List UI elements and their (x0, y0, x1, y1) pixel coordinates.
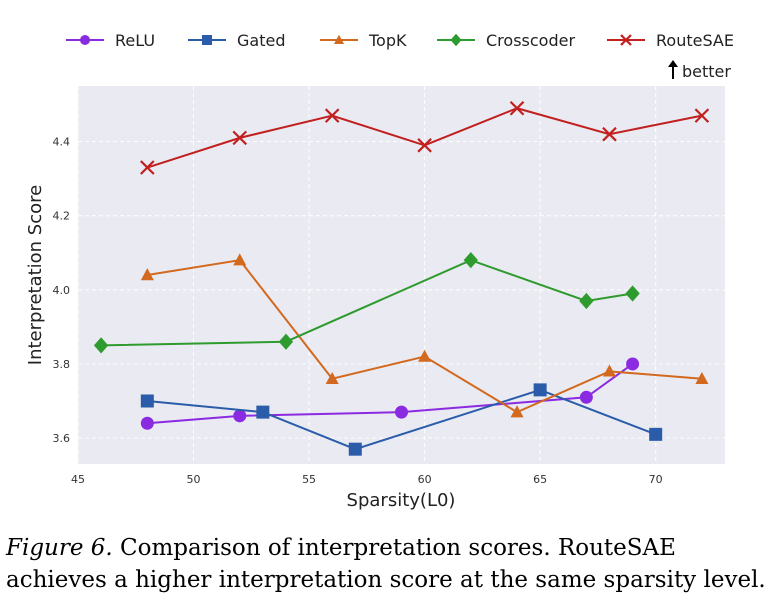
plot-area (78, 86, 725, 464)
data-point-triangle (695, 371, 709, 384)
data-point-diamond (463, 252, 478, 269)
data-point-triangle (233, 253, 247, 266)
series-crosscoder (93, 252, 640, 354)
figure-caption: Figure 6. Comparison of interpretation s… (6, 532, 776, 596)
x-tick-label: 50 (187, 473, 201, 486)
legend-marker (80, 35, 90, 45)
data-point-triangle (325, 371, 339, 384)
legend-marker (334, 34, 344, 44)
data-point-circle (395, 405, 408, 419)
legend-marker (450, 33, 462, 47)
data-point-triangle (140, 268, 154, 281)
series-layer (93, 100, 710, 456)
x-tick-label: 45 (71, 473, 85, 486)
y-tick-label: 3.8 (53, 358, 71, 371)
x-tick-label: 55 (302, 473, 316, 486)
legend-item-topk: TopK (320, 31, 407, 50)
data-point-diamond (579, 292, 594, 310)
x-tick-label: 60 (418, 473, 432, 486)
legend: ReLU Gated TopK Crosscoder RouteSAE (66, 31, 734, 50)
up-arrow-head-icon (668, 60, 678, 67)
data-point-diamond (93, 337, 109, 354)
grid (77, 86, 725, 464)
legend-item-crosscoder: Crosscoder (437, 31, 575, 50)
data-point-x (509, 100, 525, 116)
better-label: better (682, 62, 731, 81)
legend-marker (202, 35, 212, 45)
data-point-circle (626, 357, 640, 371)
legend-marker (620, 34, 632, 46)
legend-item-relu: ReLU (66, 31, 155, 50)
caption-text: Comparison of interpretation scores. Rou… (6, 535, 766, 593)
data-point-square (533, 383, 547, 397)
data-point-diamond (625, 285, 640, 302)
data-point-x (140, 160, 155, 175)
legend-item-gated: Gated (188, 31, 285, 50)
data-point-x (232, 130, 248, 146)
series-topk (140, 253, 709, 418)
series-routesae (140, 100, 710, 175)
data-point-circle (233, 409, 247, 423)
legend-label: ReLU (115, 31, 155, 50)
legend-label: TopK (368, 31, 407, 50)
data-point-x (324, 108, 340, 123)
x-tick-label: 70 (649, 473, 663, 486)
y-tick-label: 4.4 (53, 136, 71, 149)
data-point-circle (579, 390, 593, 404)
better-annotation: better (668, 60, 731, 81)
data-point-triangle (510, 405, 524, 418)
data-point-x (694, 108, 710, 123)
legend-label: Crosscoder (486, 31, 575, 50)
data-point-square (140, 394, 154, 408)
data-point-x (417, 138, 432, 153)
data-point-square (348, 442, 362, 456)
series-relu (140, 357, 640, 430)
figure-label: Figure 6. (6, 535, 113, 561)
x-tick-label: 65 (533, 473, 547, 486)
data-point-triangle (418, 349, 432, 362)
data-point-triangle (602, 364, 616, 377)
ticks: 45 50 55 60 65 70 3.6 3.8 4.0 4.2 4.4 (53, 136, 663, 486)
legend-item-routesae: RouteSAE (607, 31, 734, 50)
legend-label: Gated (237, 31, 285, 50)
series-gated (140, 383, 663, 456)
y-axis-label: Interpretation Score (25, 185, 46, 365)
data-point-square (649, 427, 663, 441)
chart: ReLU Gated TopK Crosscoder RouteSAE better 4… (25, 31, 734, 511)
y-tick-label: 4.2 (53, 210, 71, 223)
data-point-diamond (278, 333, 294, 350)
legend-label: RouteSAE (656, 31, 734, 50)
data-point-circle (140, 416, 154, 430)
x-axis-label: Sparsity(L0) (347, 490, 456, 511)
y-tick-label: 3.6 (53, 432, 71, 445)
y-tick-label: 4.0 (53, 284, 71, 297)
data-point-x (602, 126, 617, 142)
data-point-square (256, 405, 270, 419)
